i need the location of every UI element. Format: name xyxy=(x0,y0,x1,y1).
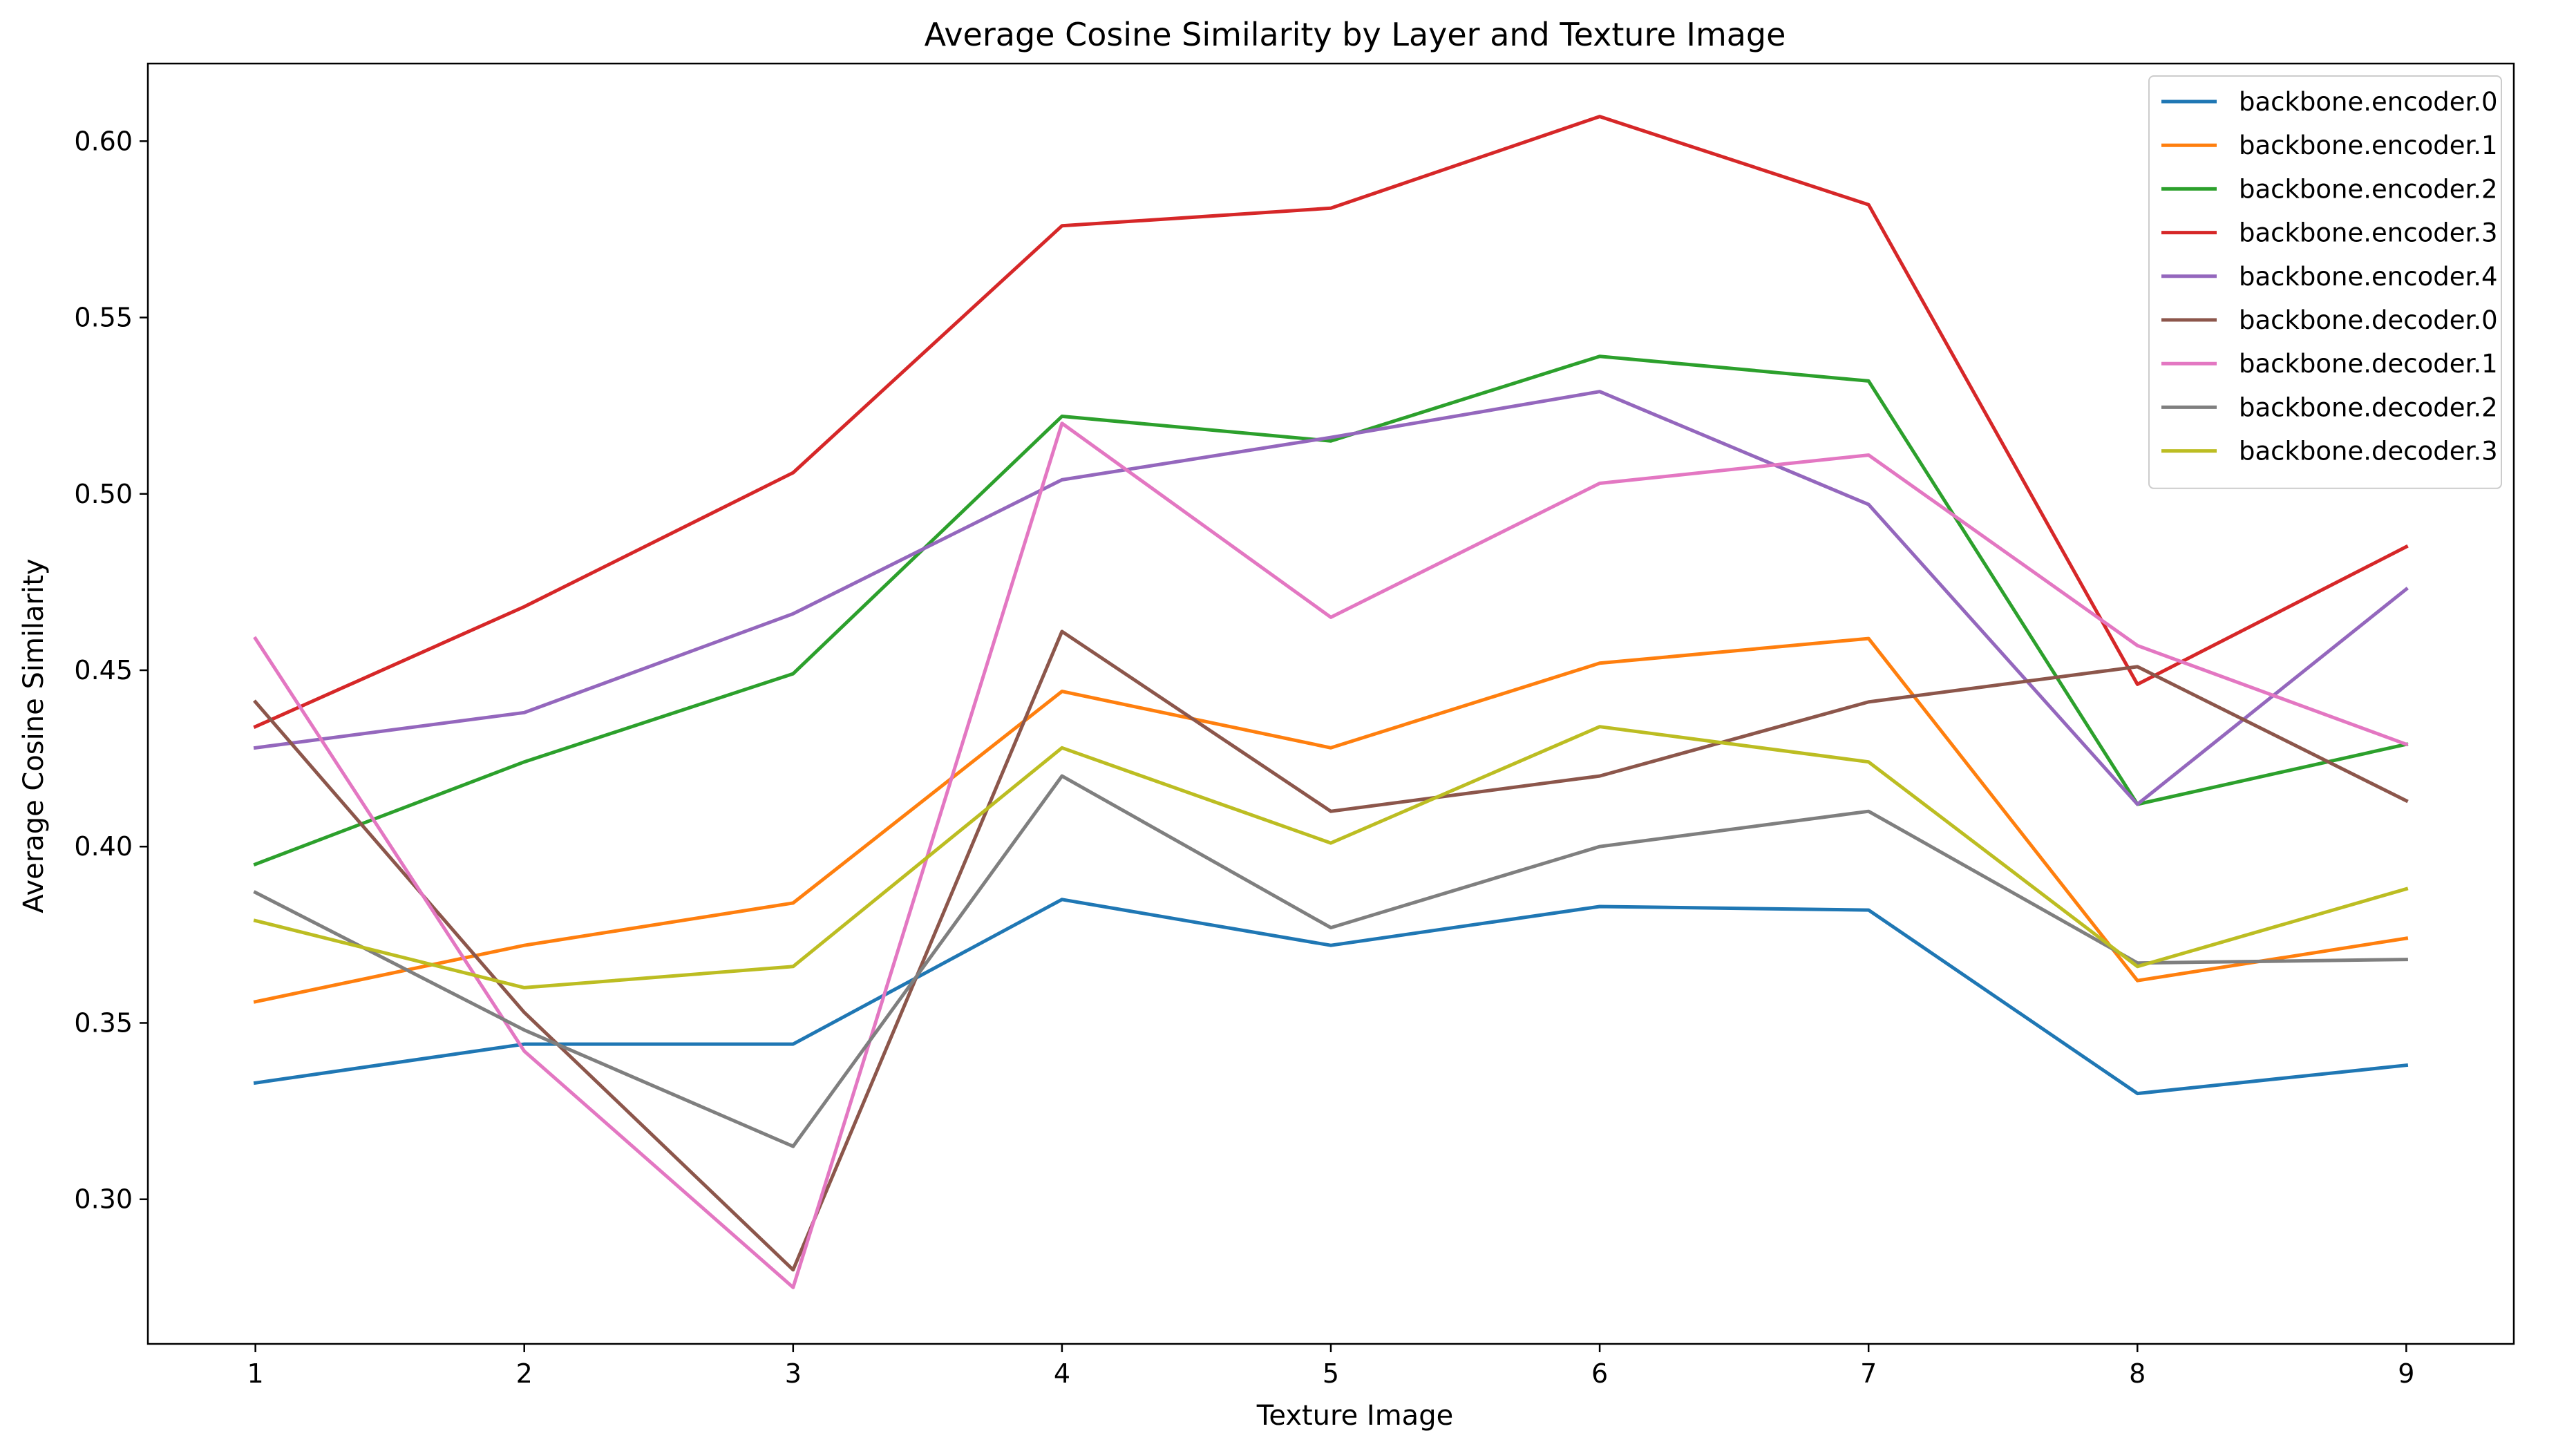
y-tick-label: 0.55 xyxy=(74,303,133,333)
x-tick-label: 3 xyxy=(785,1358,802,1389)
legend-label-backbone-encoder-1: backbone.encoder.1 xyxy=(2239,131,2498,160)
x-tick-label: 7 xyxy=(1860,1358,1877,1389)
legend-label-backbone-decoder-3: backbone.decoder.3 xyxy=(2239,437,2498,466)
legend: backbone.encoder.0 backbone.encoder.1 back… xyxy=(2148,75,2502,489)
series-line-backbone-encoder-0 xyxy=(253,898,2409,1096)
plot-frame xyxy=(146,62,2515,1345)
x-axis-label: Texture Image xyxy=(1256,1400,1453,1432)
x-tick-label: 8 xyxy=(2129,1358,2146,1389)
y-tick-label: 0.30 xyxy=(74,1184,133,1215)
x-tick-label: 1 xyxy=(247,1358,264,1389)
legend-label-backbone-encoder-0: backbone.encoder.0 xyxy=(2239,87,2498,117)
series-line-backbone-encoder-4 xyxy=(253,390,2409,806)
y-tick-label: 0.35 xyxy=(74,1007,133,1038)
y-tick-label: 0.45 xyxy=(74,655,133,685)
legend-label-backbone-decoder-2: backbone.decoder.2 xyxy=(2239,392,2498,422)
plot-lines xyxy=(253,115,2409,1289)
chart-title: Average Cosine Similarity by Layer and T… xyxy=(925,16,1786,53)
y-tick-label: 0.50 xyxy=(74,479,133,509)
series-line-backbone-decoder-3 xyxy=(253,725,2409,989)
series-line-backbone-decoder-0 xyxy=(253,629,2409,1272)
x-tick-label: 2 xyxy=(516,1358,533,1389)
series-line-backbone-encoder-3 xyxy=(253,115,2409,730)
legend-label-backbone-encoder-4: backbone.encoder.4 xyxy=(2239,262,2498,292)
series-line-backbone-encoder-1 xyxy=(253,636,2409,1004)
x-tick-label: 9 xyxy=(2398,1358,2414,1389)
x-tick-label: 4 xyxy=(1054,1358,1070,1389)
y-axis-label: Average Cosine Similarity xyxy=(18,558,50,913)
y-tick-label: 0.40 xyxy=(74,831,133,862)
series-line-backbone-decoder-2 xyxy=(253,774,2408,1148)
legend-label-backbone-decoder-0: backbone.decoder.0 xyxy=(2239,305,2498,335)
x-tick-label: 5 xyxy=(1323,1358,1339,1389)
axis-ticks: 1 2 3 4 5 6 7 8 9 0.30 0.35 0.40 0.45 0.50 0.55 0.60 xyxy=(74,126,2414,1389)
legend-label-backbone-encoder-2: backbone.encoder.2 xyxy=(2239,174,2498,204)
legend-box xyxy=(2148,75,2502,489)
y-tick-label: 0.60 xyxy=(74,126,133,156)
series-line-backbone-decoder-1 xyxy=(253,421,2409,1289)
series-line-backbone-encoder-2 xyxy=(253,354,2409,867)
x-tick-label: 6 xyxy=(1591,1358,1608,1389)
legend-label-backbone-decoder-1: backbone.decoder.1 xyxy=(2239,349,2498,379)
legend-label-backbone-encoder-3: backbone.encoder.3 xyxy=(2239,218,2498,248)
